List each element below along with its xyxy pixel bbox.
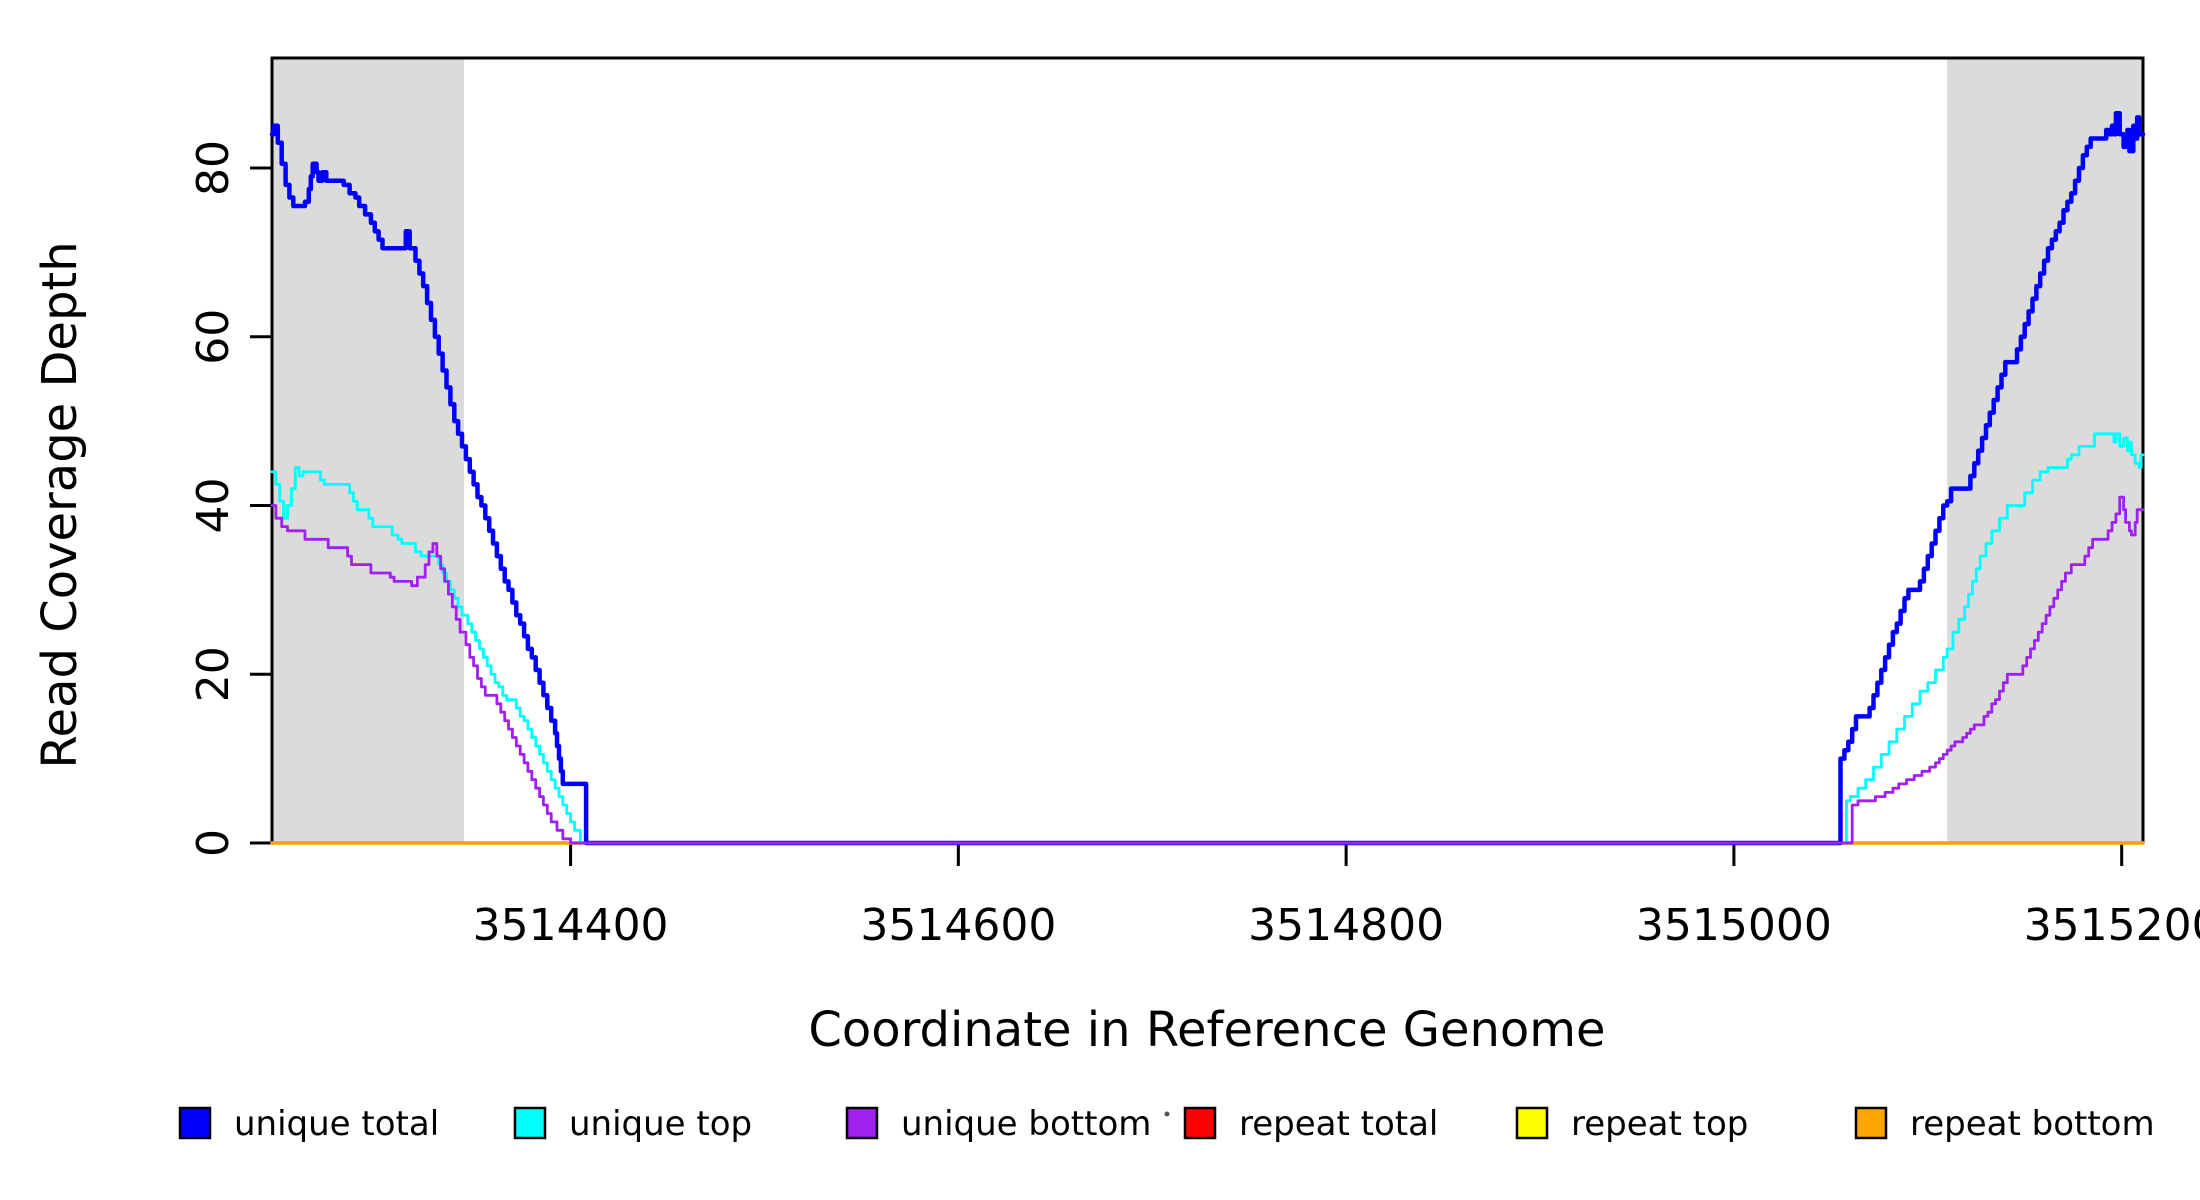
legend-swatch-unique-top bbox=[513, 1106, 547, 1140]
legend-item-unique-top: unique top bbox=[513, 1104, 752, 1144]
y-tick-label: 60 bbox=[188, 309, 239, 365]
series-unique-total bbox=[269, 110, 2146, 846]
legend: unique total unique top unique bottom repea… bbox=[178, 1104, 2155, 1144]
legend-swatch-unique-bottom bbox=[845, 1106, 879, 1140]
legend-swatch-repeat-top bbox=[1515, 1106, 1549, 1140]
legend-label: unique total bbox=[234, 1104, 439, 1144]
legend-item-repeat-total: repeat total bbox=[1183, 1104, 1438, 1144]
stray-dot bbox=[1164, 1111, 1170, 1117]
legend-label: unique top bbox=[569, 1104, 752, 1144]
legend-label: repeat total bbox=[1239, 1104, 1438, 1144]
legend-item-unique-bottom: unique bottom bbox=[845, 1104, 1151, 1144]
series-unique-top bbox=[270, 432, 2145, 845]
legend-swatch-unique-total bbox=[178, 1106, 212, 1140]
legend-label: repeat top bbox=[1571, 1104, 1748, 1144]
legend-item-repeat-top: repeat top bbox=[1515, 1104, 1748, 1144]
x-tick-label: 3514400 bbox=[473, 900, 669, 951]
x-tick-label: 3514600 bbox=[860, 900, 1056, 951]
y-tick-label: 40 bbox=[188, 478, 239, 534]
legend-label: repeat bottom bbox=[1910, 1104, 2155, 1144]
x-tick-label: 3514800 bbox=[1248, 900, 1444, 951]
shaded-region-left-flank bbox=[272, 58, 464, 843]
y-tick-label: 20 bbox=[188, 646, 239, 702]
y-tick-label: 80 bbox=[188, 140, 239, 196]
shaded-regions-layer bbox=[272, 58, 2143, 843]
series-layer bbox=[269, 110, 2146, 846]
legend-swatch-repeat-total bbox=[1183, 1106, 1217, 1140]
plot-box bbox=[270, 56, 2145, 845]
x-tick-label: 3515000 bbox=[1636, 900, 1832, 951]
y-axis-title: Read Coverage Depth bbox=[32, 241, 88, 768]
x-axis-title: Coordinate in Reference Genome bbox=[808, 1002, 1605, 1058]
legend-label: unique bottom bbox=[901, 1104, 1151, 1144]
legend-swatch-repeat-bottom bbox=[1854, 1106, 1888, 1140]
y-tick-label: 0 bbox=[188, 829, 239, 857]
series-unique-bottom bbox=[270, 495, 2145, 845]
legend-item-unique-total: unique total bbox=[178, 1104, 439, 1144]
legend-item-repeat-bottom: repeat bottom bbox=[1854, 1104, 2155, 1144]
